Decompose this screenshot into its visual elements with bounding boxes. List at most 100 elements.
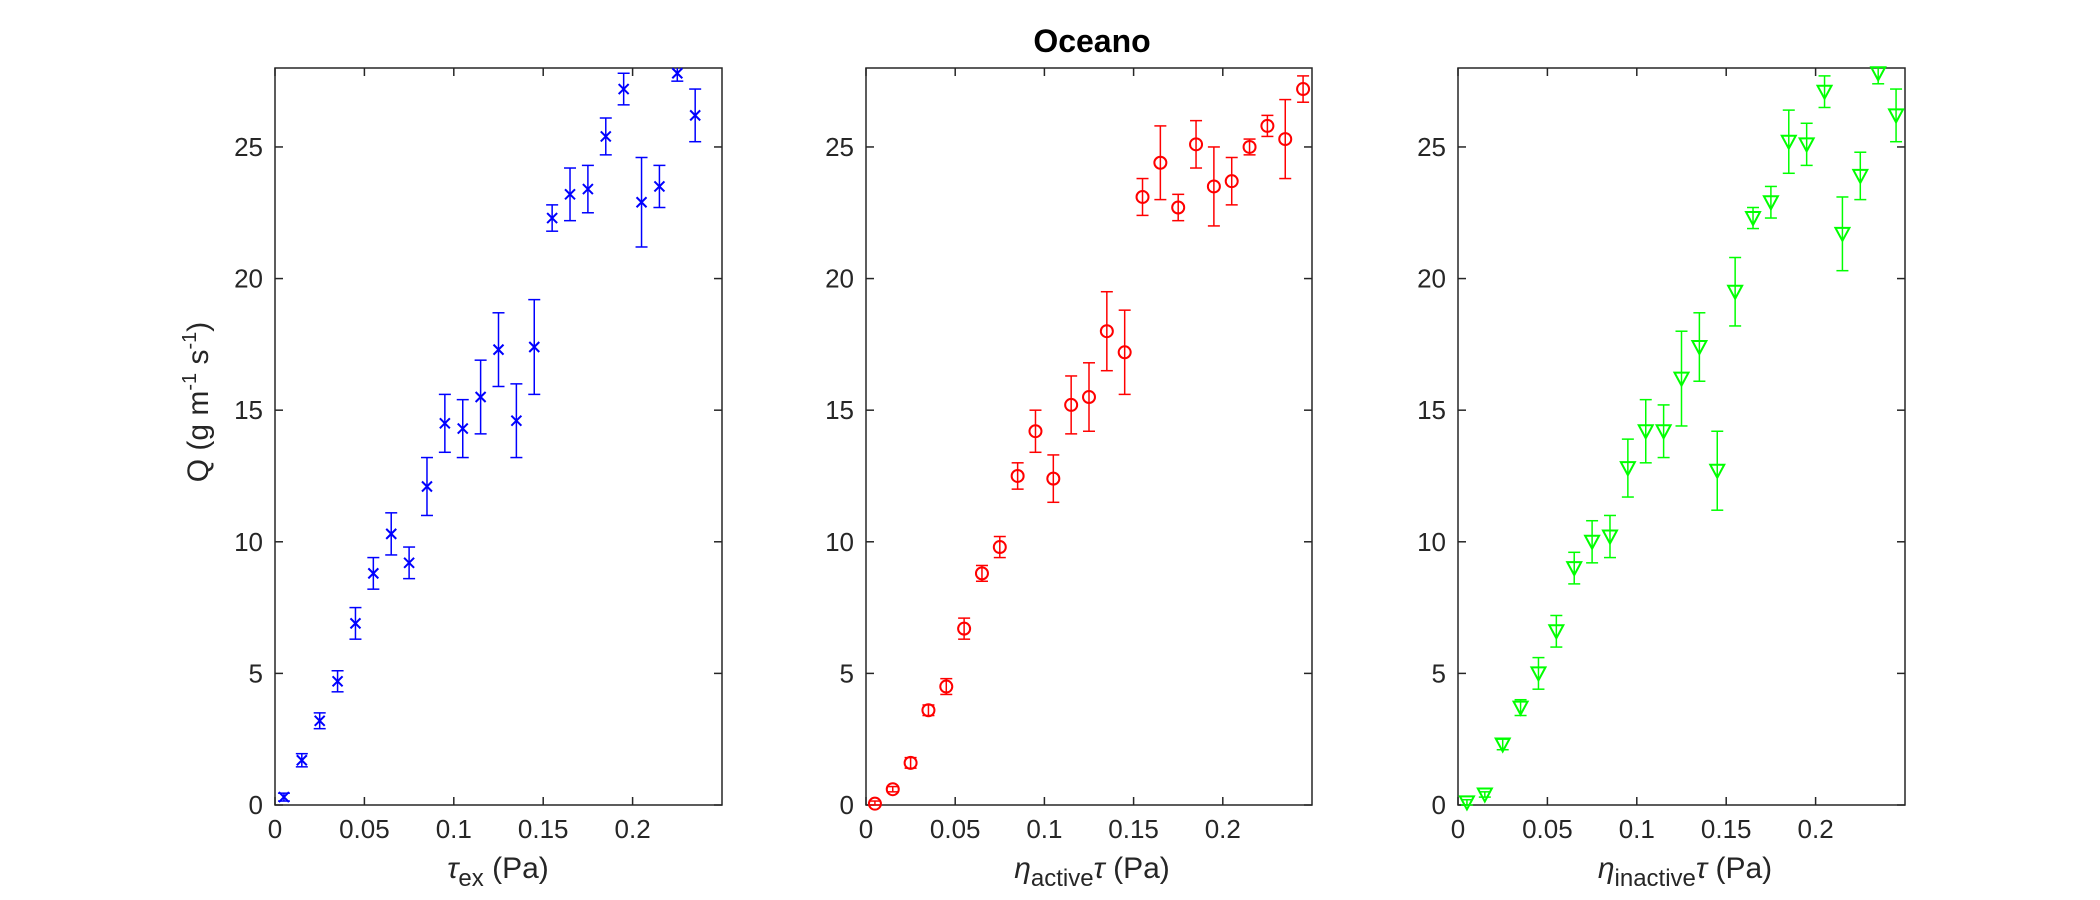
x-tick-label: 0 (268, 814, 282, 844)
x-tick-label: 0.05 (339, 814, 390, 844)
data-point-triangle-marker (1547, 624, 1566, 641)
x-tick-label: 0.05 (1522, 814, 1573, 844)
x-tick-label: 0 (1451, 814, 1465, 844)
y-tick-label: 25 (1417, 132, 1446, 162)
panel-eta-active-tau: 0 0.05 0.1 0.15 0.2 0 5 10 15 20 25 (825, 67, 1313, 844)
data-point-x-marker (403, 557, 415, 569)
data-point-triangle-marker (1583, 534, 1601, 551)
x-tick-label: 0.2 (1205, 814, 1241, 844)
data-point-circle-marker (867, 796, 882, 811)
data-point-circle-marker (1135, 189, 1150, 204)
data-point-x-marker (546, 212, 558, 224)
data-point-triangle-marker (1708, 463, 1726, 480)
data-point-circle-marker (1278, 132, 1293, 147)
data-point-triangle-marker (1511, 700, 1530, 717)
x-tick-label: 0.15 (1701, 814, 1752, 844)
data-point-x-marker (617, 83, 630, 95)
data-point-x-marker (385, 528, 397, 540)
y-tick-label: 5 (840, 658, 854, 688)
x-tick-label: 0.05 (930, 814, 981, 844)
data-point-circle-marker (1260, 118, 1275, 133)
data-point-circle-marker (957, 621, 972, 636)
y-tick-label: 0 (1432, 790, 1446, 820)
data-point-triangle-marker (1672, 371, 1691, 388)
x-tick-label: 0.2 (615, 814, 651, 844)
data-point-circle-marker (1224, 174, 1239, 189)
x-axis-label-eta-inactive-tau: ηinactiveτ (Pa) (1598, 852, 1772, 892)
data-point-x-marker (653, 180, 666, 193)
y-tick-label: 15 (825, 395, 854, 425)
data-point-x-marker (421, 480, 433, 493)
data-point-x-marker (439, 417, 451, 430)
data-point-triangle-marker (1476, 787, 1494, 804)
data-point-x-marker (349, 617, 362, 630)
x-tick-label: 0 (859, 814, 873, 844)
data-point-x-marker (296, 754, 308, 766)
data-point-circle-marker (939, 679, 954, 694)
y-tick-label: 20 (234, 264, 263, 294)
data-point-x-marker (528, 341, 540, 353)
y-tick-label: 5 (1432, 658, 1446, 688)
data-point-x-marker (564, 188, 576, 201)
data-point-x-marker (474, 391, 487, 403)
data-point-triangle-marker (1565, 561, 1583, 578)
data-point-x-marker (278, 791, 290, 803)
data-point-triangle-marker (1637, 424, 1655, 441)
data-point-circle-marker (1099, 324, 1114, 339)
x-tick-label: 0.1 (1026, 814, 1062, 844)
data-point-triangle-marker (1494, 737, 1512, 754)
y-tick-label: 15 (234, 395, 263, 425)
data-point-triangle-marker (1529, 666, 1548, 683)
panel-tau-ex: 0 0.05 0.1 0.15 0.2 0 5 10 15 20 25 (234, 67, 723, 844)
data-point-triangle-marker (1869, 66, 1887, 83)
data-point-triangle-marker (1744, 211, 1762, 228)
data-point-x-marker (367, 567, 380, 580)
data-point-x-marker (689, 109, 701, 122)
data-point-circle-marker (1242, 139, 1257, 154)
y-tick-label: 0 (840, 790, 854, 820)
x-tick-label: 0.1 (436, 814, 472, 844)
data-point-x-marker (331, 675, 344, 687)
data-point-circle-marker (885, 782, 900, 797)
data-point-x-marker (313, 715, 326, 727)
data-point-circle-marker (903, 755, 918, 770)
y-tick-label: 0 (249, 790, 263, 820)
data-point-triangle-marker (1797, 137, 1816, 154)
data-point-triangle-marker (1851, 168, 1869, 186)
x-tick-label: 0.15 (518, 814, 569, 844)
y-tick-label: 10 (825, 527, 854, 557)
panel-eta-inactive-tau: 0 0.05 0.1 0.15 0.2 0 5 10 15 20 25 (1417, 66, 1906, 844)
data-point-circle-marker (1046, 471, 1061, 486)
y-tick-label: 10 (234, 527, 263, 557)
data-point-circle-marker (1064, 397, 1079, 412)
y-tick-label: 25 (234, 132, 263, 162)
y-tick-label: 20 (1417, 264, 1446, 294)
data-point-triangle-marker (1726, 284, 1744, 301)
data-point-triangle-marker (1690, 340, 1709, 357)
data-point-triangle-marker (1458, 795, 1476, 812)
y-tick-label: 15 (1417, 395, 1446, 425)
data-point-triangle-marker (1815, 84, 1834, 101)
data-point-circle-marker (1082, 390, 1096, 405)
y-tick-label: 5 (249, 658, 263, 688)
data-point-circle-marker (1206, 179, 1221, 194)
data-point-circle-marker (974, 566, 989, 581)
data-point-triangle-marker (1887, 108, 1905, 125)
data-point-circle-marker (921, 703, 936, 718)
data-point-x-marker (510, 414, 523, 427)
data-point-triangle-marker (1601, 529, 1619, 546)
data-point-triangle-marker (1654, 424, 1673, 441)
data-point-circle-marker (1296, 82, 1311, 97)
y-tick-label: 10 (1417, 527, 1446, 557)
data-point-triangle-marker (1762, 195, 1780, 212)
axes-frame (1457, 67, 1906, 806)
x-axis-label-eta-active-tau: ηactiveτ (Pa) (1014, 852, 1170, 892)
figure-title: Oceano (1033, 23, 1150, 59)
data-point-circle-marker (1171, 200, 1186, 215)
data-point-circle-marker (1153, 155, 1168, 170)
y-tick-label: 20 (825, 264, 854, 294)
y-tick-label: 25 (825, 132, 854, 162)
data-point-x-marker (582, 183, 594, 195)
